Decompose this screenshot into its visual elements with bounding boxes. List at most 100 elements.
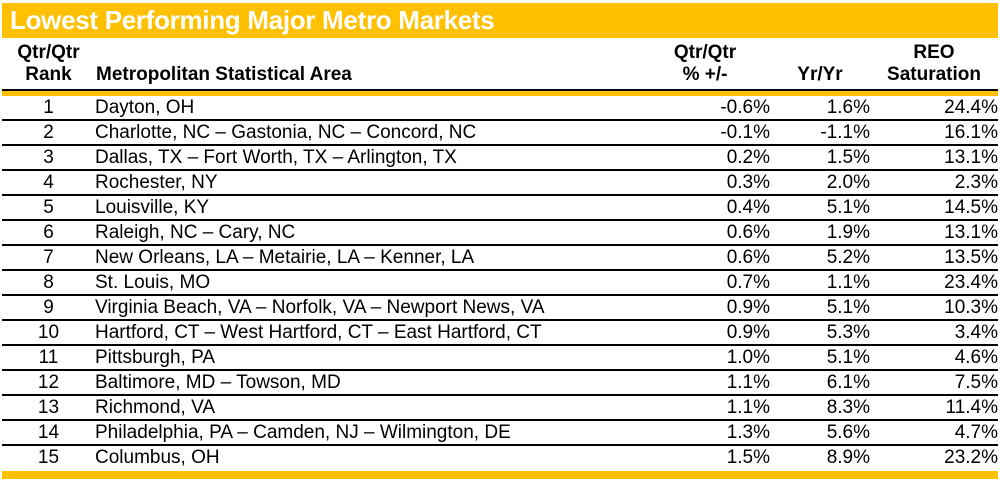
cell-yr: -1.1%: [820, 121, 870, 143]
cell-reo: 3.4%: [954, 321, 998, 343]
column-header-qtr-qtr: Qtr/Qtr % +/-: [673, 42, 737, 85]
cell-rank: 12: [37, 371, 60, 393]
cell-qtr: 0.4%: [726, 196, 770, 218]
cell-reo: 23.4%: [944, 271, 998, 293]
cell-yr: 5.2%: [826, 246, 870, 268]
table-row: 15 Columbus, OH 1.5% 8.9% 23.2%: [2, 445, 998, 469]
cell-rank: 1: [43, 96, 54, 118]
cell-rank: 10: [37, 321, 60, 343]
cell-reo: 16.1%: [944, 121, 998, 143]
report-table: Lowest Performing Major Metro Markets Qt…: [2, 3, 998, 479]
cell-reo: 24.4%: [944, 96, 998, 118]
cell-rank: 7: [43, 246, 54, 268]
cell-yr: 5.6%: [826, 421, 870, 443]
table-row: 5 Louisville, KY 0.4% 5.1% 14.5%: [2, 195, 998, 220]
cell-qtr: -0.1%: [720, 121, 770, 143]
cell-qtr: 0.9%: [726, 321, 770, 343]
cell-msa: Louisville, KY: [95, 196, 210, 218]
cell-yr: 8.9%: [826, 446, 870, 468]
cell-rank: 15: [37, 446, 60, 468]
table-row: 2 Charlotte, NC – Gastonia, NC – Concord,…: [2, 120, 998, 145]
column-header-msa: Metropolitan Statistical Area: [96, 64, 352, 85]
cell-reo: 13.1%: [944, 146, 998, 168]
cell-reo: 11.4%: [945, 396, 998, 418]
cell-yr: 5.1%: [826, 346, 870, 368]
cell-msa: Raleigh, NC – Cary, NC: [95, 221, 296, 243]
table-row: 14 Philadelphia, PA – Camden, NJ – Wilmin…: [2, 420, 998, 445]
cell-msa: Pittsburgh, PA: [95, 346, 216, 368]
cell-qtr: 1.3%: [726, 421, 770, 443]
cell-msa: Charlotte, NC – Gastonia, NC – Concord, …: [95, 121, 477, 143]
cell-yr: 1.9%: [826, 221, 870, 243]
page-title: Lowest Performing Major Metro Markets: [2, 3, 998, 38]
cell-reo: 13.1%: [944, 221, 998, 243]
cell-msa: Virginia Beach, VA – Norfolk, VA – Newpo…: [95, 296, 545, 318]
table-row: 3 Dallas, TX – Fort Worth, TX – Arlington…: [2, 145, 998, 170]
bottom-divider: [2, 471, 998, 479]
header-divider: [2, 89, 998, 96]
cell-yr: 5.1%: [826, 296, 870, 318]
cell-qtr: 0.6%: [726, 221, 770, 243]
data-table: 1 Dayton, OH -0.6% 1.6% 24.4% 2 Charlotte, NC …: [2, 96, 998, 469]
table-row: 7 New Orleans, LA – Metairie, LA – Kenner…: [2, 245, 998, 270]
cell-qtr: 0.2%: [726, 146, 770, 168]
cell-reo: 23.2%: [944, 446, 998, 468]
column-header-reo-saturation: REO Saturation: [887, 42, 981, 85]
cell-msa: Hartford, CT – West Hartford, CT – East …: [95, 321, 542, 343]
cell-yr: 1.6%: [826, 96, 870, 118]
cell-qtr: 0.7%: [726, 271, 770, 293]
cell-reo: 10.3%: [944, 296, 998, 318]
table-row: 6 Raleigh, NC – Cary, NC 0.6% 1.9% 13.1%: [2, 220, 998, 245]
column-header-yr-yr: Yr/Yr: [797, 64, 843, 85]
table-body: 1 Dayton, OH -0.6% 1.6% 24.4% 2 Charlotte, NC …: [2, 96, 998, 469]
cell-msa: New Orleans, LA – Metairie, LA – Kenner,…: [95, 246, 475, 268]
cell-msa: Baltimore, MD – Towson, MD: [95, 371, 341, 393]
cell-rank: 3: [43, 146, 54, 168]
cell-yr: 1.5%: [826, 146, 870, 168]
cell-rank: 9: [43, 296, 54, 318]
table-row: 8 St. Louis, MO 0.7% 1.1% 23.4%: [2, 270, 998, 295]
cell-rank: 6: [43, 221, 54, 243]
cell-yr: 8.3%: [826, 396, 870, 418]
cell-qtr: -0.6%: [720, 96, 770, 118]
cell-msa: Rochester, NY: [95, 171, 218, 193]
cell-qtr: 0.6%: [726, 246, 770, 268]
table-row: 13 Richmond, VA 1.1% 8.3% 11.4%: [2, 395, 998, 420]
cell-msa: Philadelphia, PA – Camden, NJ – Wilmingt…: [95, 421, 511, 443]
table-row: 10 Hartford, CT – West Hartford, CT – Eas…: [2, 320, 998, 345]
cell-msa: Richmond, VA: [95, 396, 216, 418]
cell-msa: Dayton, OH: [95, 96, 195, 118]
cell-rank: 13: [37, 396, 60, 418]
table-row: 12 Baltimore, MD – Towson, MD 1.1% 6.1% 7.5%: [2, 370, 998, 395]
cell-qtr: 1.0%: [726, 346, 770, 368]
cell-qtr: 1.1%: [726, 396, 770, 418]
cell-reo: 4.6%: [954, 346, 998, 368]
cell-rank: 2: [43, 121, 54, 143]
table-row: 9 Virginia Beach, VA – Norfolk, VA – Newp…: [2, 295, 998, 320]
cell-yr: 2.0%: [826, 171, 870, 193]
cell-yr: 1.1%: [826, 271, 870, 293]
cell-reo: 13.5%: [944, 246, 998, 268]
cell-qtr: 1.5%: [726, 446, 770, 468]
cell-qtr: 0.3%: [726, 171, 770, 193]
table-row: 4 Rochester, NY 0.3% 2.0% 2.3%: [2, 170, 998, 195]
cell-rank: 11: [38, 346, 59, 368]
table-header-row: Qtr/Qtr Rank Metropolitan Statistical Ar…: [2, 38, 998, 89]
cell-reo: 2.3%: [954, 171, 998, 193]
cell-yr: 5.3%: [826, 321, 870, 343]
cell-rank: 8: [43, 271, 54, 293]
cell-qtr: 1.1%: [726, 371, 770, 393]
cell-reo: 4.7%: [954, 421, 998, 443]
cell-rank: 5: [43, 196, 54, 218]
cell-reo: 14.5%: [944, 196, 998, 218]
cell-msa: St. Louis, MO: [95, 271, 211, 293]
cell-msa: Columbus, OH: [95, 446, 220, 468]
column-header-rank: Qtr/Qtr Rank: [17, 42, 80, 85]
table-row: 11 Pittsburgh, PA 1.0% 5.1% 4.6%: [2, 345, 998, 370]
cell-msa: Dallas, TX – Fort Worth, TX – Arlington,…: [95, 146, 457, 168]
cell-qtr: 0.9%: [726, 296, 770, 318]
cell-rank: 4: [43, 171, 54, 193]
cell-yr: 6.1%: [826, 371, 870, 393]
cell-yr: 5.1%: [826, 196, 870, 218]
table-row: 1 Dayton, OH -0.6% 1.6% 24.4%: [2, 96, 998, 120]
